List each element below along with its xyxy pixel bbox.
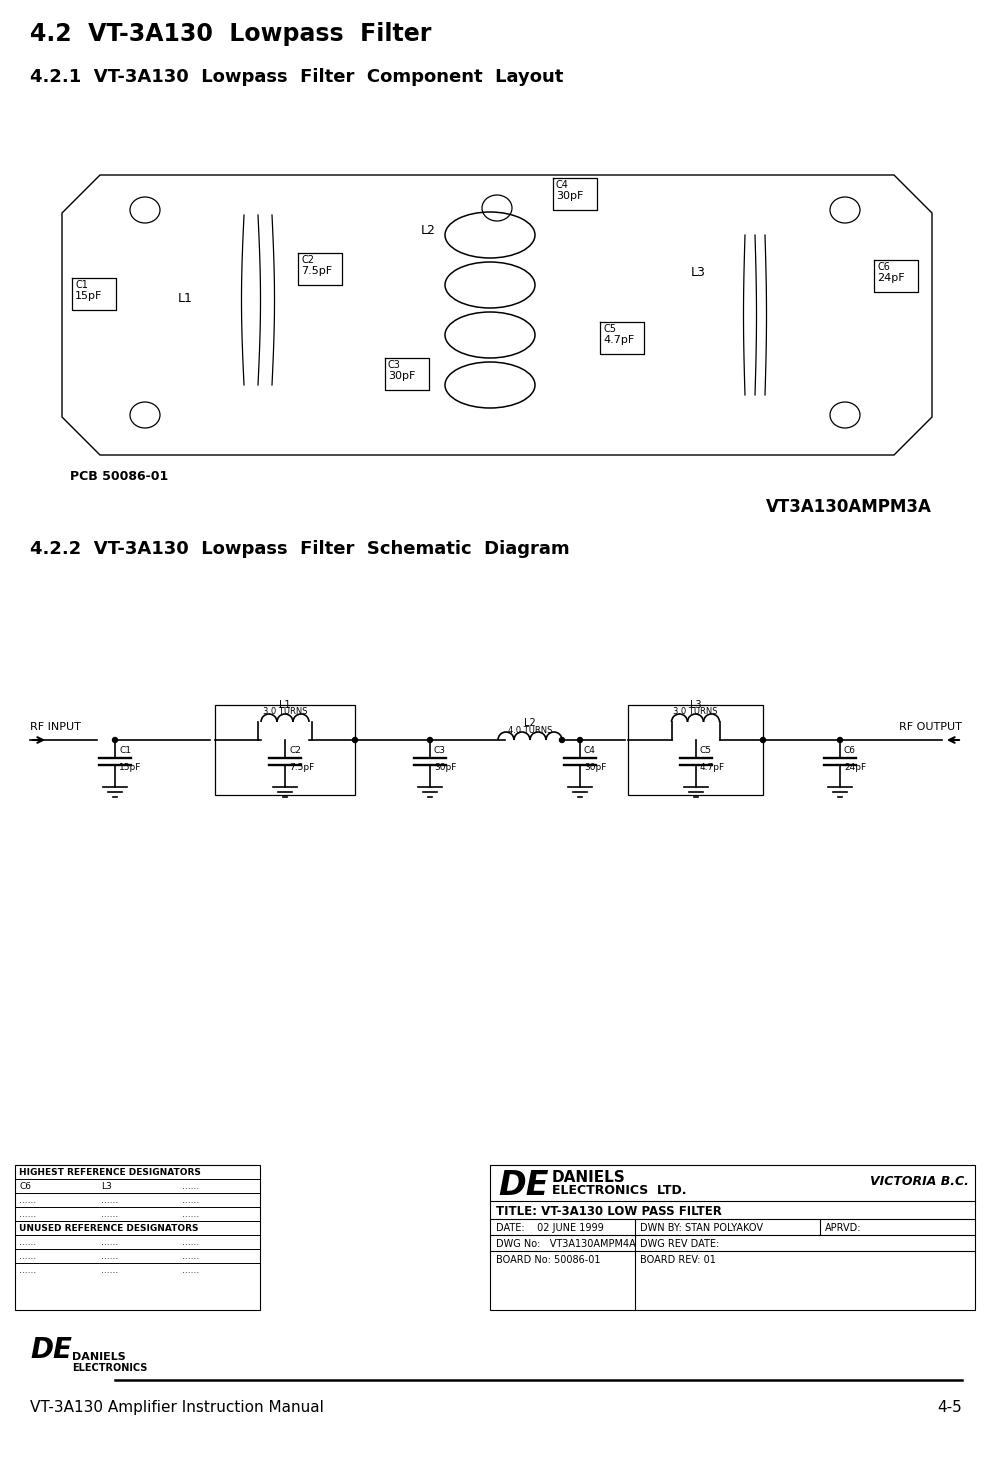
Text: L1: L1 xyxy=(279,699,291,710)
Text: C4: C4 xyxy=(584,746,596,755)
Text: C1: C1 xyxy=(119,746,131,755)
Text: 7.5pF: 7.5pF xyxy=(301,266,332,276)
Text: L3: L3 xyxy=(100,1183,111,1191)
Text: UNUSED REFERENCE DESIGNATORS: UNUSED REFERENCE DESIGNATORS xyxy=(19,1223,198,1234)
Text: VT3A130AMPM3A: VT3A130AMPM3A xyxy=(766,498,932,515)
Text: DWG No:   VT3A130AMPM4A: DWG No: VT3A130AMPM4A xyxy=(496,1240,636,1248)
Text: DWG REV DATE:: DWG REV DATE: xyxy=(640,1240,719,1248)
Text: RF INPUT: RF INPUT xyxy=(30,723,81,731)
Text: L3: L3 xyxy=(689,699,701,710)
Circle shape xyxy=(428,737,433,743)
Text: ......: ...... xyxy=(19,1196,37,1204)
Text: ......: ...... xyxy=(19,1238,37,1247)
Text: 24pF: 24pF xyxy=(877,273,905,283)
Text: 7.5pF: 7.5pF xyxy=(289,764,314,772)
Text: ......: ...... xyxy=(100,1266,118,1275)
Text: 4.2.1  VT-3A130  Lowpass  Filter  Component  Layout: 4.2.1 VT-3A130 Lowpass Filter Component … xyxy=(30,69,563,86)
Text: 30pF: 30pF xyxy=(556,191,583,201)
Text: C6: C6 xyxy=(877,261,890,272)
Text: ......: ...... xyxy=(183,1196,199,1204)
Text: C6: C6 xyxy=(844,746,856,755)
Text: DANIELS: DANIELS xyxy=(552,1169,626,1186)
Text: ......: ...... xyxy=(183,1266,199,1275)
Text: ......: ...... xyxy=(183,1253,199,1261)
Text: 15pF: 15pF xyxy=(75,291,102,301)
Text: ......: ...... xyxy=(19,1253,37,1261)
Text: BOARD REV: 01: BOARD REV: 01 xyxy=(640,1256,716,1264)
Text: VICTORIA B.C.: VICTORIA B.C. xyxy=(870,1175,969,1188)
Text: L3: L3 xyxy=(690,266,705,279)
Text: 4.2.2  VT-3A130  Lowpass  Filter  Schematic  Diagram: 4.2.2 VT-3A130 Lowpass Filter Schematic … xyxy=(30,540,569,558)
Text: DE: DE xyxy=(498,1169,549,1202)
Circle shape xyxy=(837,737,842,743)
Text: 4.7pF: 4.7pF xyxy=(603,334,634,345)
Text: ......: ...... xyxy=(183,1183,199,1191)
Text: RF OUTPUT: RF OUTPUT xyxy=(899,723,962,731)
Text: DANIELS: DANIELS xyxy=(72,1352,126,1362)
Text: C2: C2 xyxy=(289,746,301,755)
Text: PCB 50086-01: PCB 50086-01 xyxy=(70,470,169,483)
Circle shape xyxy=(559,737,564,743)
Text: ......: ...... xyxy=(100,1253,118,1261)
Bar xyxy=(215,705,355,796)
Text: VT-3A130 Amplifier Instruction Manual: VT-3A130 Amplifier Instruction Manual xyxy=(30,1400,323,1415)
Text: 3.0 TURNS: 3.0 TURNS xyxy=(674,707,718,715)
Text: ......: ...... xyxy=(183,1210,199,1219)
Text: L2: L2 xyxy=(421,223,435,237)
Text: ELECTRONICS: ELECTRONICS xyxy=(72,1364,148,1372)
Text: C6: C6 xyxy=(19,1183,31,1191)
Text: ......: ...... xyxy=(183,1238,199,1247)
Text: ELECTRONICS  LTD.: ELECTRONICS LTD. xyxy=(552,1184,686,1197)
Text: APRVD:: APRVD: xyxy=(825,1223,861,1234)
Text: 4-5: 4-5 xyxy=(937,1400,962,1415)
Text: C1: C1 xyxy=(75,280,88,291)
Text: C5: C5 xyxy=(699,746,711,755)
Text: C3: C3 xyxy=(388,361,401,369)
Text: 4.2  VT-3A130  Lowpass  Filter: 4.2 VT-3A130 Lowpass Filter xyxy=(30,22,432,47)
Text: ......: ...... xyxy=(19,1210,37,1219)
Text: C5: C5 xyxy=(603,324,616,334)
Circle shape xyxy=(112,737,117,743)
Text: BOARD No: 50086-01: BOARD No: 50086-01 xyxy=(496,1256,600,1264)
Text: 30pF: 30pF xyxy=(388,371,416,381)
Text: HIGHEST REFERENCE DESIGNATORS: HIGHEST REFERENCE DESIGNATORS xyxy=(19,1168,200,1177)
Circle shape xyxy=(577,737,582,743)
Bar xyxy=(15,1165,260,1310)
Bar xyxy=(490,1165,975,1310)
Text: ......: ...... xyxy=(100,1210,118,1219)
Text: 15pF: 15pF xyxy=(119,764,142,772)
Text: DATE:    02 JUNE 1999: DATE: 02 JUNE 1999 xyxy=(496,1223,604,1234)
Circle shape xyxy=(761,737,766,743)
Text: C3: C3 xyxy=(434,746,446,755)
Text: L1: L1 xyxy=(178,292,192,305)
Text: C4: C4 xyxy=(556,180,568,190)
Text: 24pF: 24pF xyxy=(844,764,866,772)
Text: 30pF: 30pF xyxy=(584,764,606,772)
Text: C2: C2 xyxy=(301,255,314,266)
Text: ......: ...... xyxy=(19,1266,37,1275)
Text: 3.0 TURNS: 3.0 TURNS xyxy=(263,707,308,715)
Circle shape xyxy=(352,737,357,743)
Text: DWN BY: STAN POLYAKOV: DWN BY: STAN POLYAKOV xyxy=(640,1223,763,1234)
Text: ......: ...... xyxy=(100,1196,118,1204)
Text: DE: DE xyxy=(30,1336,72,1364)
Text: TITLE: VT-3A130 LOW PASS FILTER: TITLE: VT-3A130 LOW PASS FILTER xyxy=(496,1204,722,1218)
Bar xyxy=(628,705,763,796)
Text: L2: L2 xyxy=(524,718,536,729)
Text: 4.7pF: 4.7pF xyxy=(699,764,724,772)
Text: 4.0 TURNS: 4.0 TURNS xyxy=(508,726,553,734)
Text: 30pF: 30pF xyxy=(434,764,456,772)
Text: ......: ...... xyxy=(100,1238,118,1247)
